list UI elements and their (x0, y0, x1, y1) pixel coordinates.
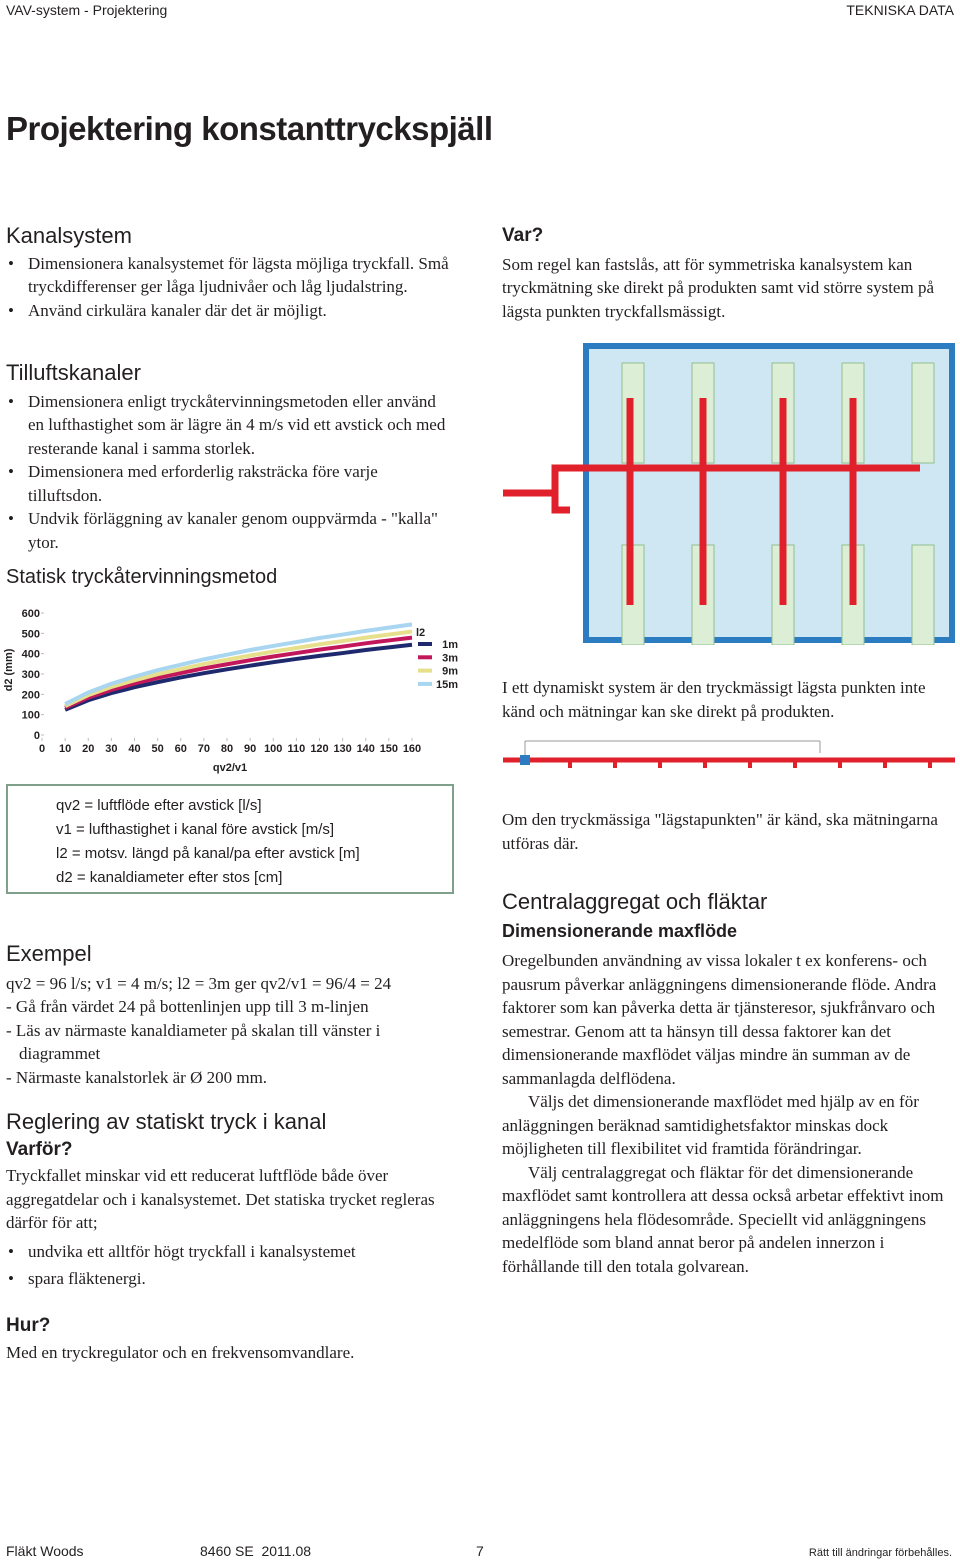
x-tick-label: 40 (128, 743, 140, 755)
header-left: VAV-system - Projektering (6, 2, 168, 18)
y-tick-label: 400 (22, 649, 40, 661)
line: - Gå från värdet 24 på bottenlinjen upp … (6, 997, 369, 1016)
x-tick-label: 10 (59, 743, 71, 755)
section-reglering: Reglering av statiskt tryck i kanal Varf… (6, 1110, 454, 1365)
paragraph: Väljs det dimensionerande maxflödet med … (502, 1092, 919, 1158)
section-tilluft: Tilluftskanaler Dimensionera enligt tryc… (6, 361, 456, 554)
subheading: Dimensionerande maxflöde (502, 920, 738, 941)
page-title: Projektering konstanttryckspjäll (6, 110, 493, 147)
x-tick-label: 110 (288, 743, 306, 755)
ducts (503, 398, 920, 605)
room (583, 343, 955, 643)
y-axis-label: d2 (mm) (3, 648, 15, 691)
footer-company: Fläkt Woods (6, 1543, 84, 1559)
series-line (64, 635, 413, 710)
y-tick-label: 500 (22, 628, 40, 640)
paragraph: Oregelbunden användning av vissa lokaler… (502, 951, 937, 1088)
y-tick-label: 100 (22, 710, 40, 722)
bullet: undvika ett alltför högt tryckfall i kan… (8, 1238, 454, 1265)
bullet: Använd cirkulära kanaler där det är möjl… (8, 299, 456, 323)
definitions-box: qv2 = luftflöde efter avstick [l/s] v1 =… (6, 784, 454, 894)
line: - Läs av närmaste kanaldiameter på skala… (6, 1020, 381, 1064)
line: - Närmaste kanalstorlek är Ø 200 mm. (6, 1067, 268, 1087)
subheading: Hur? (6, 1314, 51, 1336)
paragraph: I ett dynamiskt system är den tryckmässi… (502, 678, 926, 721)
paragraph: Tryckfallet minskar vid ett reducerat lu… (6, 1166, 435, 1232)
footer-code: 8460 SE 2011.08 (200, 1543, 312, 1559)
legend-label: 9m (442, 666, 458, 678)
x-tick-label: 70 (198, 743, 210, 755)
x-tick-label: 80 (221, 743, 233, 755)
y-tick-label: 0 (34, 730, 40, 742)
section-var: Var? Som regel kan fastslås, att för sym… (502, 224, 952, 323)
bullet: Undvik förläggning av kanaler genom oupp… (8, 507, 456, 554)
x-tick-label: 20 (82, 743, 94, 755)
bullet: Dimensionera kanalsystemet för lägsta mö… (8, 252, 456, 299)
series-line (64, 642, 413, 712)
legend-label: 3m (442, 652, 458, 664)
heading: Centralaggregat och fläktar (502, 889, 768, 914)
legend-label: 1m (442, 639, 458, 651)
chart-heading: Statisk tryckåtervinningsmetod (6, 566, 278, 588)
paragraph: Med en tryckregulator och en frekvensomv… (6, 1343, 355, 1362)
y-tick-label: 600 (22, 608, 40, 620)
bullet: spara fläktenergi. (8, 1265, 454, 1292)
definition: l2 = motsv. längd på kanal/pa efter avst… (56, 845, 360, 862)
definition: d2 = kanaldiameter efter stos [cm] (56, 869, 283, 886)
heading: Reglering av statiskt tryck i kanal (6, 1109, 327, 1134)
section-kanalsystem: Kanalsystem Dimensionera kanalsystemet f… (6, 224, 456, 322)
x-tick-label: 0 (39, 743, 45, 755)
series-line (64, 622, 413, 706)
x-tick-label: 130 (333, 743, 351, 755)
series-line (64, 629, 413, 708)
heading: Kanalsystem (6, 223, 132, 248)
diffusers (621, 362, 935, 645)
x-tick-label: 90 (244, 743, 256, 755)
x-tick-label: 50 (152, 743, 164, 755)
x-tick-label: 120 (310, 743, 328, 755)
bullet: Dimensionera med erforderlig raksträcka … (8, 460, 456, 507)
x-tick-label: 30 (105, 743, 117, 755)
definition: v1 = lufthastighet i kanal före avstick … (56, 821, 335, 838)
section-exempel: Exempel qv2 = 96 l/s; v1 = 4 m/s; l2 = 3… (6, 942, 454, 1089)
legend-label: 15m (436, 679, 458, 691)
footer-note: Rätt till ändringar förbehålles. (808, 1547, 952, 1559)
y-tick-label: 300 (22, 669, 40, 681)
chart: d2 (mm) qv2/v1 l2 0 100 200 300 400 500 600 0 10… (3, 608, 458, 774)
duct-diagram-linear (503, 740, 955, 768)
legend-title: l2 (416, 627, 425, 639)
footer-page: 7 (476, 1543, 484, 1559)
measure-line (524, 741, 821, 759)
x-tick-label: 160 (403, 743, 421, 755)
x-axis-label: qv2/v1 (213, 762, 247, 774)
heading: Exempel (6, 941, 92, 966)
definition: qv2 = luftflöde efter avstick [l/s] (56, 797, 262, 814)
x-tick-label: 60 (175, 743, 187, 755)
line: qv2 = 96 l/s; v1 = 4 m/s; l2 = 3m ger qv… (6, 973, 392, 993)
section-central: Centralaggregat och fläktar Dimensionera… (502, 890, 954, 1278)
y-tick-label: 200 (22, 689, 40, 701)
subheading: Var? (502, 225, 544, 246)
header-right: TEKNISKA DATA (846, 2, 954, 18)
paragraph: Om den tryckmässiga "lägstapunkten" är k… (502, 810, 938, 853)
x-tick-label: 150 (380, 743, 398, 755)
damper (520, 755, 530, 765)
subheading: Varför? (6, 1138, 73, 1160)
paragraph: Som regel kan fastslås, att för symmetri… (502, 254, 934, 321)
branches (568, 760, 932, 768)
heading: Tilluftskanaler (6, 360, 141, 385)
x-tick-label: 100 (264, 743, 282, 755)
x-tick-label: 140 (357, 743, 375, 755)
bullet: Dimensionera enligt tryckåtervinningsmet… (8, 390, 456, 461)
duct-diagram-symmetric (503, 343, 955, 645)
paragraph: Välj centralaggregat och fläktar för det… (502, 1162, 944, 1276)
